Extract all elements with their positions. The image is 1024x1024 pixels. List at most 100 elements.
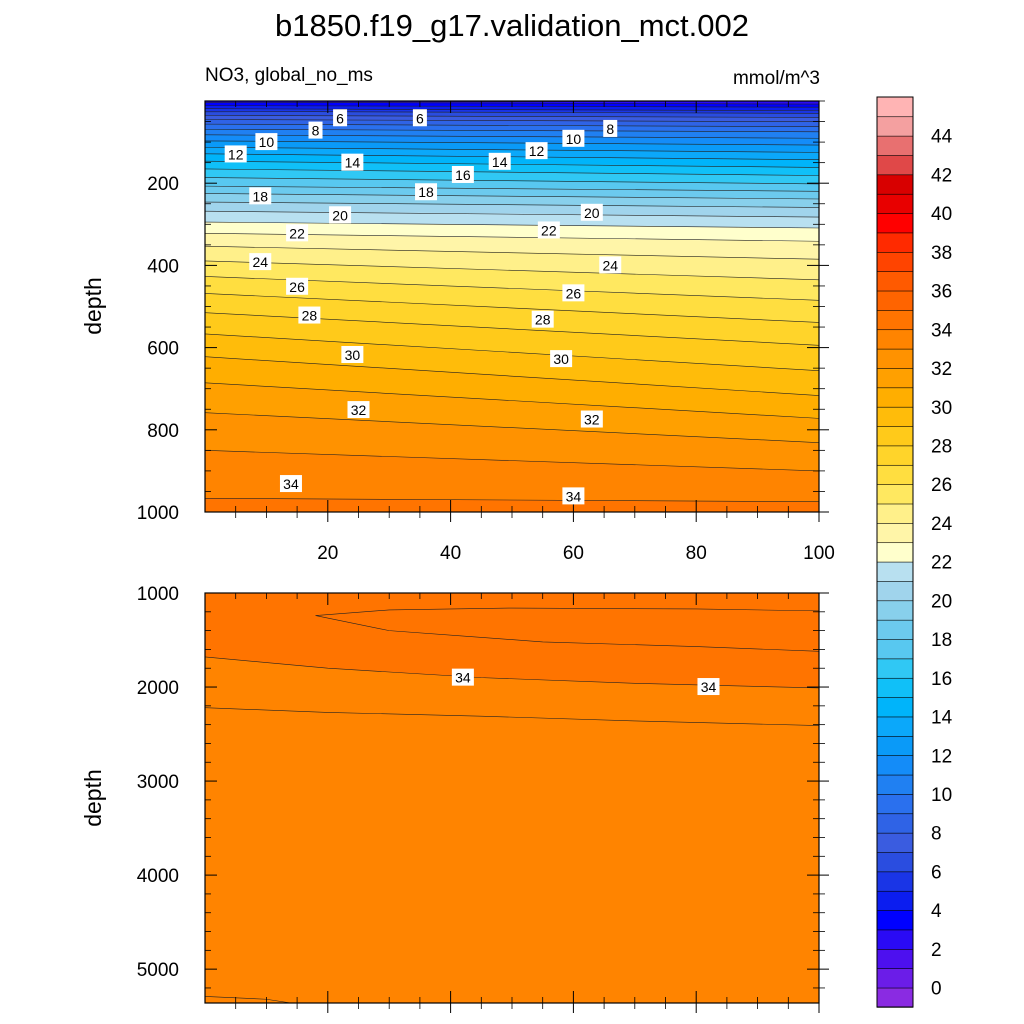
upper-contour-label: 12 xyxy=(228,146,244,162)
colorbar-box xyxy=(876,406,914,427)
lower-axes: 1000 2000 3000 4000 5000 xyxy=(137,584,829,1013)
upper-contour-label: 14 xyxy=(345,155,361,171)
upper-contour-label: 26 xyxy=(566,285,582,301)
colorbar-box xyxy=(876,909,914,931)
colorbar-box xyxy=(876,270,914,292)
colorbar-label: 34 xyxy=(931,320,953,341)
upper-contour-label-box xyxy=(279,475,302,493)
x-tick-label: 80 xyxy=(686,543,707,564)
colorbar-box xyxy=(876,464,914,485)
x-tick-label: 100 xyxy=(803,543,835,564)
upper-contour-label-box xyxy=(249,187,272,205)
upper-contour-label: 30 xyxy=(553,351,569,367)
upper-contour-label-box xyxy=(603,119,618,137)
upper-axes: 20 40 60 80 100 200 400 600 800 1000 xyxy=(137,100,835,564)
upper-contour-label: 34 xyxy=(283,476,299,492)
upper-contour-label-box xyxy=(298,306,321,324)
upper-contour-label: 18 xyxy=(418,184,434,200)
colorbar-box xyxy=(876,387,914,408)
upper-contour-label-box xyxy=(537,221,560,239)
colorbar-label: 24 xyxy=(931,514,953,535)
upper-contour-label-box xyxy=(286,224,309,242)
upper-contour-line-13 xyxy=(205,146,819,153)
upper-contour-label-box xyxy=(562,129,585,147)
y-tick-label: 200 xyxy=(147,174,179,195)
upper-contour-label: 18 xyxy=(252,188,268,204)
upper-contour-line-25 xyxy=(205,260,819,281)
colorbar-box xyxy=(876,348,914,369)
upper-contour-label: 22 xyxy=(541,222,557,238)
colorbar-box xyxy=(876,116,914,137)
upper-y-axis-title: depth xyxy=(80,277,106,335)
upper-contour-label-box xyxy=(329,206,352,224)
upper-contour-line-16 xyxy=(205,168,819,176)
y-tick-label: 1000 xyxy=(137,584,179,605)
colorbar-box xyxy=(876,445,914,466)
colorbar-box xyxy=(876,948,914,969)
lower-band-max xyxy=(315,608,819,652)
colorbar-box xyxy=(876,522,914,544)
x-tick-label: 40 xyxy=(440,543,461,564)
colorbar: 0246810121416182022242628303234363840424… xyxy=(876,96,953,1008)
colorbar-box xyxy=(876,967,914,989)
colorbar-box xyxy=(876,309,914,331)
upper-contour-label-box xyxy=(255,133,278,151)
upper-contour-line-28 xyxy=(205,312,819,346)
upper-contour-line-19 xyxy=(205,193,819,200)
upper-contour-line-35 xyxy=(205,537,819,538)
upper-contour-label: 6 xyxy=(336,110,344,126)
lower-contour-line-0 xyxy=(205,656,819,689)
colorbar-box xyxy=(876,232,914,253)
upper-contour-label: 6 xyxy=(416,110,424,126)
colorbar-box xyxy=(876,735,914,756)
upper-contour-label: 8 xyxy=(312,123,320,139)
lower-contour-label-box xyxy=(451,668,474,686)
lower-filled-contours xyxy=(205,593,819,1003)
colorbar-box xyxy=(876,135,914,156)
lower-contour-label-box xyxy=(697,678,720,696)
upper-contour-label: 20 xyxy=(584,205,600,221)
upper-contour-label-box xyxy=(531,310,554,328)
units-label: mmol/m^3 xyxy=(733,68,820,89)
colorbar-label: 10 xyxy=(931,785,952,806)
colorbar-box xyxy=(876,774,914,795)
lower-depth-panel: 1000 2000 3000 4000 5000 34 34 depth xyxy=(80,584,829,1013)
upper-contour-label-box xyxy=(286,277,309,295)
colorbar-box xyxy=(876,251,914,272)
upper-contour-label: 14 xyxy=(492,154,508,170)
colorbar-box xyxy=(876,658,914,679)
colorbar-box xyxy=(876,542,914,563)
y-tick-label: 3000 xyxy=(137,772,179,793)
y-tick-label: 4000 xyxy=(137,866,179,887)
upper-contour-label: 30 xyxy=(345,347,361,363)
upper-contour-label-box xyxy=(224,145,247,163)
upper-contour-label: 24 xyxy=(252,254,268,270)
upper-contour-label: 34 xyxy=(566,488,582,504)
upper-contour-line-7 xyxy=(205,115,819,118)
upper-contour-label: 26 xyxy=(289,279,305,295)
colorbar-label: 2 xyxy=(931,940,942,961)
y-tick-label: 5000 xyxy=(137,960,179,981)
colorbar-box xyxy=(876,600,914,621)
upper-contour-line-36 xyxy=(205,536,819,537)
colorbar-box xyxy=(876,290,914,311)
colorbar-label: 32 xyxy=(931,359,952,380)
upper-contour-label: 28 xyxy=(535,312,551,328)
upper-contour-label-box xyxy=(562,284,585,302)
upper-contour-label-box xyxy=(525,142,548,160)
upper-contour-label: 20 xyxy=(332,207,348,223)
colorbar-label: 22 xyxy=(931,553,952,574)
colorbar-label: 20 xyxy=(931,591,952,612)
colorbar-box xyxy=(876,793,914,815)
variable-label: NO3, global_no_ms xyxy=(205,65,373,86)
lower-contour-line-max xyxy=(315,607,819,652)
colorbar-box xyxy=(876,154,914,176)
colorbar-label: 8 xyxy=(931,824,942,845)
upper-contour-label-box xyxy=(562,487,585,505)
upper-contour-label-box xyxy=(415,183,438,201)
upper-contour-label: 28 xyxy=(302,308,318,324)
upper-contour-label-box xyxy=(341,345,364,363)
upper-contour-label: 12 xyxy=(529,143,545,159)
y-tick-label: 2000 xyxy=(137,678,179,699)
